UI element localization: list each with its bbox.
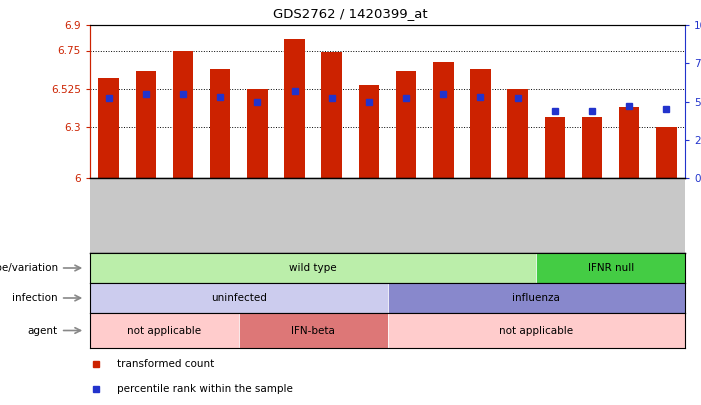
Text: transformed count: transformed count <box>117 359 214 369</box>
Bar <box>582 117 602 178</box>
Bar <box>135 71 156 178</box>
Text: not applicable: not applicable <box>499 326 573 335</box>
Bar <box>322 52 342 178</box>
Bar <box>388 313 685 348</box>
Bar <box>90 253 536 283</box>
Bar <box>359 85 379 178</box>
Bar <box>545 117 565 178</box>
Bar <box>90 283 388 313</box>
Bar <box>536 253 685 283</box>
Text: wild type: wild type <box>290 263 337 273</box>
Bar <box>619 107 639 178</box>
Text: genotype/variation: genotype/variation <box>0 263 58 273</box>
Text: uninfected: uninfected <box>211 293 266 303</box>
Bar <box>247 89 268 178</box>
Bar <box>388 283 685 313</box>
Bar <box>470 69 491 178</box>
Text: percentile rank within the sample: percentile rank within the sample <box>117 384 292 394</box>
Bar <box>172 51 193 178</box>
Bar <box>656 127 676 178</box>
Bar <box>433 62 454 178</box>
Text: not applicable: not applicable <box>128 326 201 335</box>
Bar <box>508 89 528 178</box>
Bar <box>396 71 416 178</box>
Bar <box>90 313 239 348</box>
Text: IFN-beta: IFN-beta <box>291 326 335 335</box>
Text: IFNR null: IFNR null <box>587 263 634 273</box>
Text: infection: infection <box>13 293 58 303</box>
Bar <box>239 313 388 348</box>
Bar <box>285 38 305 178</box>
Text: influenza: influenza <box>512 293 560 303</box>
Bar <box>210 69 231 178</box>
Text: agent: agent <box>28 326 58 335</box>
Bar <box>98 78 119 178</box>
Text: GDS2762 / 1420399_at: GDS2762 / 1420399_at <box>273 7 428 20</box>
